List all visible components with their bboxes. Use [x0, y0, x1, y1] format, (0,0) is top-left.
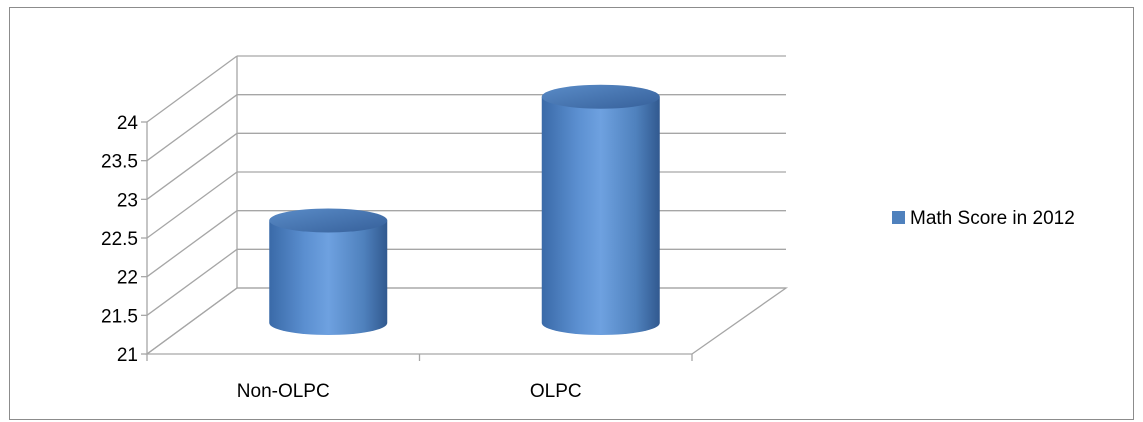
labels-layer: 21 21.5 22 22.5 23 23.5 24 Non-OLPC OLPC	[101, 113, 582, 402]
y-tick-label: 21.5	[101, 306, 138, 327]
y-tick-label: 23.5	[101, 152, 138, 173]
legend-swatch	[892, 211, 905, 224]
bar-top	[269, 208, 388, 233]
side-gridline	[146, 287, 238, 355]
side-gridline	[146, 94, 238, 162]
y-tick-label: 22.5	[101, 229, 138, 250]
x-category-label: OLPC	[530, 381, 582, 402]
bars-layer	[269, 84, 660, 335]
side-gridline	[146, 55, 238, 123]
grid-layer	[141, 55, 789, 361]
y-tick-label: 24	[117, 113, 139, 134]
bar-body	[269, 220, 388, 335]
y-tick-label: 21	[117, 345, 138, 366]
side-gridline	[146, 210, 238, 278]
side-gridline	[146, 132, 238, 200]
bar-body	[541, 96, 660, 335]
y-tick-label: 22	[117, 268, 138, 289]
chart-floor	[145, 287, 789, 355]
side-gridline	[146, 248, 238, 316]
bar-top	[541, 84, 660, 109]
side-gridline	[146, 171, 238, 239]
x-category-label: Non-OLPC	[237, 381, 330, 402]
legend-label: Math Score in 2012	[910, 208, 1075, 229]
y-tick-label: 23	[117, 190, 138, 211]
legend: Math Score in 2012	[892, 208, 1075, 229]
